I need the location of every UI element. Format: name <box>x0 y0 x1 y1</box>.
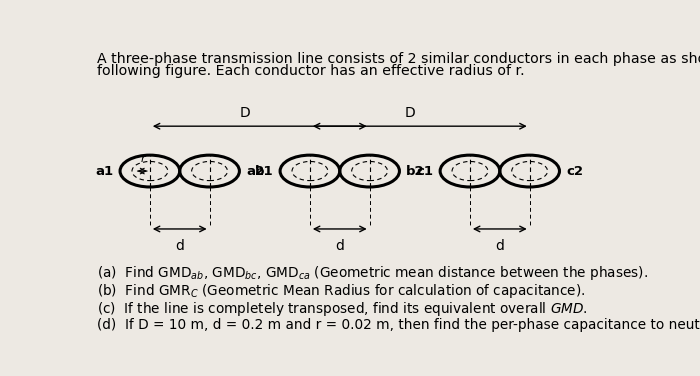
Text: d: d <box>335 239 344 253</box>
Text: (c)  If the line is completely transposed, find its equivalent overall $GMD$.: (c) If the line is completely transposed… <box>97 300 588 318</box>
Text: a1: a1 <box>95 165 113 177</box>
Text: c2: c2 <box>566 165 583 177</box>
Text: b1: b1 <box>255 165 274 177</box>
Text: c1: c1 <box>416 165 433 177</box>
Text: d: d <box>175 239 184 253</box>
Text: b2: b2 <box>406 165 425 177</box>
Text: D: D <box>239 106 250 120</box>
Text: a2: a2 <box>246 165 264 177</box>
Text: A three-phase transmission line consists of 2 similar conductors in each phase a: A three-phase transmission line consists… <box>97 52 700 66</box>
Text: (b)  Find GMR$_C$ (Geometric Mean Radius for calculation of capacitance).: (b) Find GMR$_C$ (Geometric Mean Radius … <box>97 282 586 300</box>
Text: r: r <box>141 154 145 164</box>
Text: d: d <box>496 239 504 253</box>
Text: (d)  If D = 10 m, d = 0.2 m and r = 0.02 m, then find the per-phase capacitance : (d) If D = 10 m, d = 0.2 m and r = 0.02 … <box>97 318 700 332</box>
Text: (a)  Find GMD$_{ab}$, GMD$_{bc}$, GMD$_{ca}$ (Geometric mean distance between th: (a) Find GMD$_{ab}$, GMD$_{bc}$, GMD$_{c… <box>97 264 648 282</box>
Text: following figure. Each conductor has an effective radius of r.: following figure. Each conductor has an … <box>97 64 525 78</box>
Text: D: D <box>405 106 416 120</box>
